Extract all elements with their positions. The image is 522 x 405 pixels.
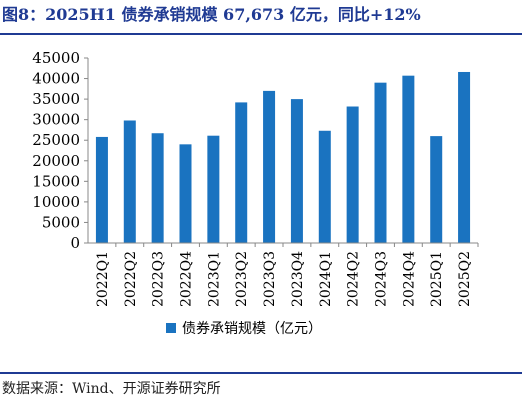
x-tick-label: 2022Q4 [179, 251, 195, 307]
legend: 债券承销规模（亿元） [166, 321, 322, 337]
x-tick-label: 2022Q3 [151, 251, 167, 307]
x-tick-label: 2023Q2 [234, 251, 250, 307]
bar [151, 133, 164, 243]
y-tick-label: 0 [70, 234, 80, 252]
x-tick-label: 2025Q2 [457, 251, 473, 307]
bar-chart: 0 5000 10000 15000 20000 25000 30000 35000 40000… [32, 49, 479, 337]
x-tick-label: 2022Q2 [123, 251, 139, 307]
legend-swatch [166, 323, 176, 333]
bar [430, 136, 443, 243]
y-tick-label: 40000 [32, 70, 80, 88]
bar [235, 102, 248, 244]
bar [346, 106, 359, 243]
x-tick-label: 2025Q1 [429, 251, 445, 307]
y-tick-label: 10000 [32, 193, 80, 211]
bar [207, 135, 220, 243]
x-tick-label: 2024Q1 [318, 251, 334, 307]
x-tick-label: 2024Q2 [346, 251, 362, 307]
bar [318, 130, 331, 243]
bar [402, 75, 415, 243]
x-tick-label: 2023Q4 [290, 251, 306, 307]
y-tick-label: 15000 [32, 172, 80, 190]
y-tick-label: 35000 [32, 90, 80, 108]
x-tick-label: 2023Q3 [262, 251, 278, 307]
x-axis: 2022Q1 2022Q2 2022Q3 2022Q4 2023Q1 2023Q2 2023… [88, 242, 479, 307]
legend-label: 债券承销规模（亿元） [182, 321, 322, 337]
source-note: 数据来源：Wind、开源证券研究所 [2, 381, 221, 397]
y-tick-label: 5000 [42, 213, 80, 231]
y-tick-label: 30000 [32, 111, 80, 129]
bar [458, 71, 471, 243]
title-divider [0, 33, 522, 35]
y-tick-label: 20000 [32, 152, 80, 170]
bar [290, 99, 303, 243]
figure-title: 图8：2025H1 债券承销规模 67,673 亿元，同比+12% [2, 5, 421, 24]
bars [95, 71, 471, 244]
x-tick-label: 2023Q1 [206, 251, 222, 307]
bar [374, 82, 387, 243]
bar [123, 120, 136, 243]
y-tick-label: 45000 [32, 49, 80, 67]
footer-divider [0, 372, 522, 374]
x-tick-label: 2024Q4 [401, 251, 417, 307]
bar [95, 136, 108, 243]
y-axis: 0 5000 10000 15000 20000 25000 30000 35000 40000… [32, 49, 89, 252]
x-tick-label: 2024Q3 [374, 251, 390, 307]
y-tick-label: 25000 [32, 131, 80, 149]
bar [263, 90, 276, 243]
x-tick-label: 2022Q1 [95, 251, 111, 307]
bar [179, 144, 192, 243]
